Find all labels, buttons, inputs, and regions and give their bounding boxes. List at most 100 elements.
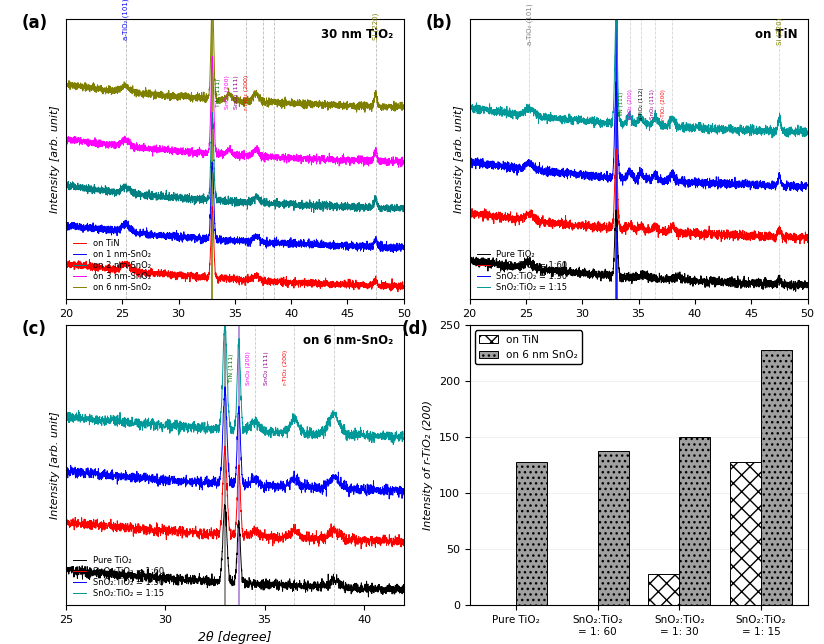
SnO₂:TiO₂ = 1:15 xyxy=(611,11,621,19)
Pure TiO₂ xyxy=(609,258,619,265)
Text: 30 nm TiO₂: 30 nm TiO₂ xyxy=(321,28,394,41)
SnO₂:TiO₂ = 1:60 xyxy=(389,539,399,547)
Text: on 6 nm-SnO₂: on 6 nm-SnO₂ xyxy=(303,334,394,346)
Bar xyxy=(648,574,680,605)
on TiN xyxy=(190,275,200,283)
SnO₂:TiO₂ = 1:15 xyxy=(767,134,777,142)
Legend: Pure TiO₂, SnO₂:TiO₂ = 1:60, SnO₂:TiO₂ = 1:30, SnO₂:TiO₂ = 1:15: Pure TiO₂, SnO₂:TiO₂ = 1:60, SnO₂:TiO₂ =… xyxy=(474,247,571,296)
on 2 nm-SnO₂ xyxy=(208,109,218,117)
SnO₂:TiO₂ = 1:30 xyxy=(594,177,604,185)
SnO₂:TiO₂ = 1:15 xyxy=(390,433,400,440)
Text: SnO₂ (111): SnO₂ (111) xyxy=(234,75,239,109)
on 2 nm-SnO₂ xyxy=(190,194,200,202)
SnO₂:TiO₂ = 1:15 xyxy=(389,432,399,440)
SnO₂:TiO₂ = 1:15 xyxy=(226,418,236,426)
Y-axis label: Intensity of r-TiO₂ (200): Intensity of r-TiO₂ (200) xyxy=(424,401,433,530)
SnO₂:TiO₂ = 1:15 xyxy=(796,126,806,133)
SnO₂:TiO₂ = 1:30 xyxy=(609,147,619,155)
SnO₂:TiO₂ = 1:30 xyxy=(327,475,337,483)
SnO₂:TiO₂ = 1:30 xyxy=(78,466,88,473)
Line: on 2 nm-SnO₂: on 2 nm-SnO₂ xyxy=(66,113,404,213)
on 3 nm-SnO₂ xyxy=(190,148,200,156)
Text: (b): (b) xyxy=(426,14,452,32)
on 6 nm-SnO₂ xyxy=(360,108,370,116)
SnO₂:TiO₂ = 1:15 xyxy=(388,440,398,448)
Pure TiO₂ xyxy=(389,585,399,593)
Pure TiO₂ xyxy=(796,282,806,290)
on 3 nm-SnO₂ xyxy=(100,137,110,145)
SnO₂:TiO₂ = 1:30 xyxy=(760,184,770,192)
on 2 nm-SnO₂ xyxy=(399,203,409,211)
SnO₂:TiO₂ = 1:15 xyxy=(399,434,409,442)
on 6 nm-SnO₂ xyxy=(190,93,200,100)
on 6 nm-SnO₂ xyxy=(356,100,366,108)
Pure TiO₂ xyxy=(363,593,373,601)
X-axis label: 2θ [degree]: 2θ [degree] xyxy=(198,325,272,337)
on 6 nm-SnO₂ xyxy=(205,69,215,77)
Bar xyxy=(597,451,629,605)
SnO₂:TiO₂ = 1:60 xyxy=(803,239,812,247)
SnO₂:TiO₂ = 1:60 xyxy=(61,516,71,524)
on 1 nm-SnO₂ xyxy=(205,211,215,218)
Pure TiO₂ xyxy=(611,206,621,214)
Text: a-TiO₂ (101): a-TiO₂ (101) xyxy=(526,3,532,45)
Text: a-TiO₂ (101): a-TiO₂ (101) xyxy=(122,0,129,39)
SnO₂:TiO₂ = 1:15 xyxy=(327,411,337,419)
SnO₂:TiO₂ = 1:60 xyxy=(594,223,604,231)
on 3 nm-SnO₂ xyxy=(119,135,129,142)
Legend: Pure TiO₂, SnO₂:TiO₂ = 1:60, SnO₂:TiO₂ = 1:30, SnO₂:TiO₂ = 1:15: Pure TiO₂, SnO₂:TiO₂ = 1:60, SnO₂:TiO₂ =… xyxy=(70,553,167,601)
Line: on 6 nm-SnO₂: on 6 nm-SnO₂ xyxy=(66,0,404,112)
on 3 nm-SnO₂ xyxy=(394,164,404,171)
on 6 nm-SnO₂ xyxy=(208,0,218,1)
on TiN xyxy=(356,280,366,288)
Pure TiO₂ xyxy=(390,591,400,598)
SnO₂:TiO₂ = 1:30 xyxy=(61,471,71,478)
SnO₂:TiO₂ = 1:60 xyxy=(760,237,770,245)
Text: SnO₂ (111): SnO₂ (111) xyxy=(650,90,655,119)
Line: SnO₂:TiO₂ = 1:60: SnO₂:TiO₂ = 1:60 xyxy=(470,149,808,244)
Pure TiO₂ xyxy=(803,279,812,287)
Text: on TiN: on TiN xyxy=(755,28,798,41)
SnO₂:TiO₂ = 1:30 xyxy=(384,495,394,503)
on TiN xyxy=(61,259,71,267)
Line: Pure TiO₂: Pure TiO₂ xyxy=(470,210,808,291)
SnO₂:TiO₂ = 1:30 xyxy=(226,477,236,485)
on 1 nm-SnO₂ xyxy=(399,246,409,254)
Pure TiO₂ xyxy=(399,589,409,596)
Y-axis label: Intensity [arb. unit]: Intensity [arb. unit] xyxy=(50,412,60,519)
Line: SnO₂:TiO₂ = 1:60: SnO₂:TiO₂ = 1:60 xyxy=(66,446,404,549)
on TiN xyxy=(392,283,402,291)
SnO₂:TiO₂ = 1:15 xyxy=(503,110,513,118)
Text: TiN (111): TiN (111) xyxy=(229,354,234,382)
Y-axis label: Intensity [arb. unit]: Intensity [arb. unit] xyxy=(454,106,464,213)
Line: on 3 nm-SnO₂: on 3 nm-SnO₂ xyxy=(66,57,404,167)
SnO₂:TiO₂ = 1:60 xyxy=(390,536,400,544)
SnO₂:TiO₂ = 1:30 xyxy=(389,486,399,493)
Text: (c): (c) xyxy=(22,319,47,337)
SnO₂:TiO₂ = 1:15 xyxy=(594,117,604,124)
SnO₂:TiO₂ = 1:15 xyxy=(221,321,231,328)
SnO₂:TiO₂ = 1:15 xyxy=(609,92,619,100)
Text: r-TiO₂ (200): r-TiO₂ (200) xyxy=(661,89,666,120)
Bar xyxy=(516,462,547,605)
on TiN xyxy=(393,288,403,296)
on 3 nm-SnO₂ xyxy=(399,160,409,167)
SnO₂:TiO₂ = 1:30 xyxy=(220,383,230,391)
Line: SnO₂:TiO₂ = 1:15: SnO₂:TiO₂ = 1:15 xyxy=(66,325,404,444)
SnO₂:TiO₂ = 1:15 xyxy=(465,105,475,113)
SnO₂:TiO₂ = 1:30 xyxy=(796,182,806,190)
Text: TiN (111): TiN (111) xyxy=(620,91,625,117)
Text: SnO₂ (200): SnO₂ (200) xyxy=(246,351,250,384)
on 2 nm-SnO₂ xyxy=(309,209,319,216)
X-axis label: 2θ [degree]: 2θ [degree] xyxy=(198,630,272,643)
SnO₂:TiO₂ = 1:60 xyxy=(609,201,619,209)
on 1 nm-SnO₂ xyxy=(119,220,129,227)
on 1 nm-SnO₂ xyxy=(356,242,366,249)
on 6 nm-SnO₂ xyxy=(61,79,71,86)
SnO₂:TiO₂ = 1:15 xyxy=(803,130,812,138)
on 2 nm-SnO₂ xyxy=(392,205,402,213)
on 3 nm-SnO₂ xyxy=(205,124,215,132)
SnO₂:TiO₂ = 1:30 xyxy=(611,79,621,86)
SnO₂:TiO₂ = 1:60 xyxy=(796,234,806,242)
SnO₂:TiO₂ = 1:60 xyxy=(523,211,533,219)
